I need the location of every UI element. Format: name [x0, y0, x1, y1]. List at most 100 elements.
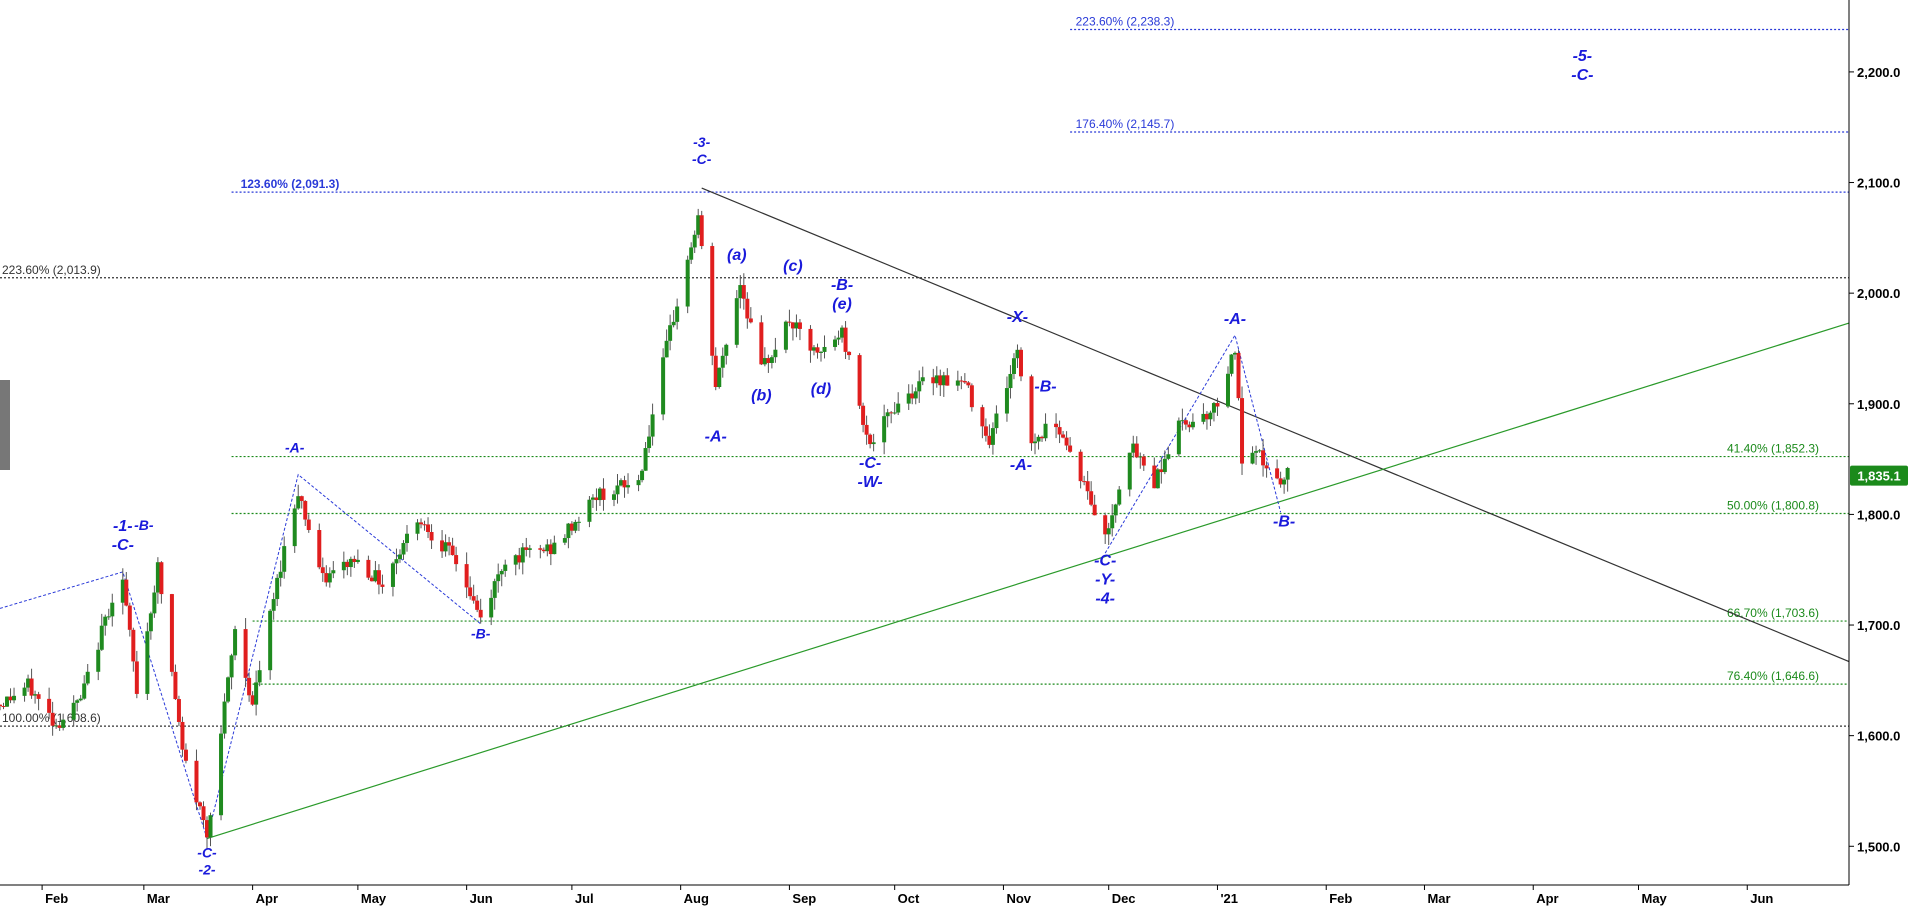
candle-down: [376, 570, 381, 585]
wave-label: -A-: [1224, 311, 1246, 328]
wave-label: -B- (e): [831, 277, 853, 313]
candle-up: [626, 485, 631, 488]
candle-down: [1183, 420, 1188, 425]
candle-down: [766, 358, 771, 363]
candle-up: [818, 351, 823, 353]
x-tick-label: May: [361, 891, 387, 906]
candle-up: [717, 367, 722, 388]
candle-up: [26, 678, 31, 688]
candle-down: [426, 524, 431, 533]
candle-up: [769, 357, 774, 363]
wave-label-line: -A-: [285, 439, 305, 455]
candle-up: [489, 597, 494, 618]
candle-up: [885, 412, 890, 417]
candle-down: [243, 629, 248, 678]
candle-down: [1103, 515, 1108, 535]
candle-up: [1127, 452, 1132, 490]
candle-down: [419, 522, 424, 525]
candle-down: [966, 382, 971, 386]
candle-up: [499, 570, 504, 575]
candle-up: [1033, 441, 1038, 444]
candle-down: [475, 600, 480, 610]
candle-up: [373, 570, 378, 582]
wave-label-line: -Y-: [1095, 571, 1115, 588]
wave-label: (c): [783, 258, 803, 275]
candle-down: [324, 573, 329, 583]
candle-down: [931, 377, 936, 384]
candle-down: [548, 544, 553, 555]
candle-up: [597, 488, 602, 501]
candle-down: [843, 327, 848, 352]
candle-up: [941, 375, 946, 386]
candle-down: [454, 555, 459, 565]
candle-up: [397, 554, 402, 560]
candle-down: [180, 721, 185, 750]
wave-label: (b): [751, 387, 771, 404]
candle-down: [945, 375, 950, 386]
candle-down: [797, 322, 802, 329]
candle-down: [1152, 465, 1157, 489]
candle-up: [1113, 504, 1118, 516]
candle-down: [320, 567, 325, 574]
last-price-tag-box: [1850, 465, 1908, 486]
candle-up: [331, 570, 336, 574]
candle-down: [962, 381, 967, 383]
candle-up: [668, 325, 673, 341]
candle-down: [183, 749, 188, 761]
candle-up: [415, 522, 420, 534]
candle-up: [692, 234, 697, 248]
candle-down: [1018, 349, 1023, 377]
candle-down: [889, 412, 894, 414]
wave-label: -C- -Y- -4-: [1094, 552, 1116, 607]
candle-up: [675, 306, 680, 322]
candle-down: [369, 577, 374, 582]
candle-down: [938, 375, 943, 386]
candle-up: [1229, 354, 1234, 374]
candle-up: [990, 428, 995, 445]
candle-up: [233, 629, 238, 656]
wave-label-line: -3-: [693, 134, 710, 150]
candle-up: [833, 339, 838, 347]
candle-up: [254, 682, 259, 705]
candle-up: [341, 561, 346, 571]
fib-level-label: 41.40% (1,852.3): [1727, 442, 1819, 456]
wave-label-line: -B-: [831, 277, 853, 294]
candle-up: [1138, 456, 1143, 458]
candle-up: [110, 602, 115, 617]
candle-up: [664, 340, 669, 358]
wave-label: (a): [727, 247, 747, 264]
candle-up: [1211, 403, 1216, 413]
candle-up: [762, 358, 767, 365]
wave-label-line: -C-: [112, 537, 134, 554]
candle-up: [355, 559, 360, 563]
x-tick-label: Jul: [575, 891, 594, 906]
wave-label-line: -A-: [1224, 311, 1246, 328]
wave-label: -X-: [1007, 309, 1028, 326]
candle-up: [1180, 420, 1185, 422]
candle-down: [306, 519, 311, 531]
wave-label-line: -B-: [134, 517, 154, 533]
candle-down: [787, 321, 792, 323]
candle-down: [1089, 491, 1094, 505]
wave-label: -B-: [1273, 514, 1295, 531]
candle-up: [882, 416, 887, 443]
candle-up: [1043, 423, 1048, 439]
wave-label: -C--2-: [197, 844, 217, 877]
fib-level-label: 223.60% (2,238.3): [1076, 15, 1175, 29]
wave-label-line: (d): [811, 381, 831, 398]
candle-down: [303, 500, 308, 520]
candle-down: [538, 548, 543, 550]
candle-up: [503, 564, 508, 571]
candle-up: [661, 357, 666, 415]
wave-label-line: -5-: [1573, 48, 1593, 65]
candle-down: [1040, 436, 1045, 439]
candle-up: [222, 701, 227, 734]
side-panel-tab[interactable]: [0, 380, 10, 470]
candlesticks: [0, 208, 1290, 849]
candle-up: [811, 347, 816, 351]
candle-down: [1159, 469, 1164, 473]
candle-up: [106, 616, 111, 618]
wave-label-line: -1-: [113, 518, 133, 535]
candle-up: [794, 322, 799, 329]
x-tick-label: Mar: [147, 891, 170, 906]
